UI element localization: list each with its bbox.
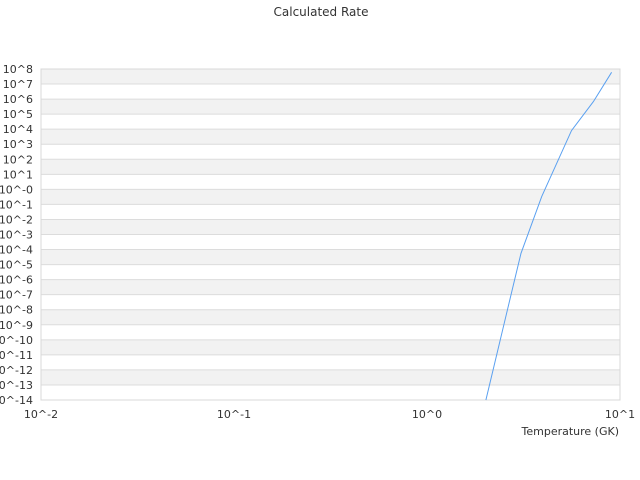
grid-band xyxy=(41,129,620,145)
grid-band xyxy=(41,264,620,280)
y-tick-label: 10^-11 xyxy=(0,349,33,362)
x-tick-label: 10^1 xyxy=(605,408,635,421)
y-tick-label: 10^-4 xyxy=(0,244,33,257)
y-tick-label: 10^-6 xyxy=(0,274,33,287)
grid-band xyxy=(41,189,620,205)
grid-band xyxy=(41,204,620,220)
grid-band xyxy=(41,84,620,100)
y-tick-label: 10^-8 xyxy=(0,304,33,317)
y-axis: 10^8 10^7 10^6 10^5 10^4 10^3 10^2 10^1 10^-0 10^… xyxy=(0,63,33,407)
grid-band xyxy=(41,324,620,340)
chart-title: Calculated Rate xyxy=(274,5,369,19)
x-axis: 10^-2 10^-1 10^0 10^1 xyxy=(24,408,635,421)
x-axis-label: Temperature (GK) xyxy=(521,425,620,438)
y-tick-label: 10^-9 xyxy=(0,319,33,332)
grid-band xyxy=(41,234,620,250)
y-tick-label: 10^6 xyxy=(3,93,33,106)
grid-band xyxy=(41,309,620,325)
grid-band xyxy=(41,159,620,175)
y-tick-label: 10^3 xyxy=(3,138,33,151)
y-tick-label: 10^5 xyxy=(3,108,33,121)
x-tick-label: 10^0 xyxy=(412,408,442,421)
y-tick-label: 10^-7 xyxy=(0,289,33,302)
plot-frame xyxy=(40,68,621,401)
y-tick-label: 10^-13 xyxy=(0,379,33,392)
y-tick-label: 10^8 xyxy=(3,63,33,76)
grid-band xyxy=(41,279,620,295)
grid-bands xyxy=(41,68,620,400)
grid-band xyxy=(41,369,620,385)
series-line xyxy=(485,72,613,401)
grid-band xyxy=(41,114,620,130)
y-tick-label: 10^4 xyxy=(3,123,33,136)
y-tick-label: 10^-2 xyxy=(0,213,33,226)
y-tick-label: 10^-12 xyxy=(0,364,33,377)
grid-band xyxy=(41,69,620,85)
y-tick-label: 10^-1 xyxy=(0,198,33,211)
x-tick-label: 10^-2 xyxy=(24,408,58,421)
grid-band xyxy=(41,294,620,310)
grid-band xyxy=(41,174,620,190)
grid-band xyxy=(41,99,620,115)
grid-band xyxy=(41,384,620,400)
grid-band xyxy=(41,354,620,370)
y-tick-label: 10^-0 xyxy=(0,183,33,196)
y-tick-label: 10^2 xyxy=(3,153,33,166)
grid-band xyxy=(41,249,620,265)
x-tick-label: 10^-1 xyxy=(217,408,251,421)
y-tick-label: 10^-5 xyxy=(0,259,33,272)
grid-band xyxy=(41,219,620,235)
y-tick-label: 10^-14 xyxy=(0,394,33,407)
y-tick-label: 10^7 xyxy=(3,78,33,91)
grid-band xyxy=(41,339,620,355)
y-tick-label: 10^-3 xyxy=(0,229,33,242)
grid-band xyxy=(41,144,620,160)
y-tick-label: 10^1 xyxy=(3,168,33,181)
y-tick-label: 10^-10 xyxy=(0,334,33,347)
